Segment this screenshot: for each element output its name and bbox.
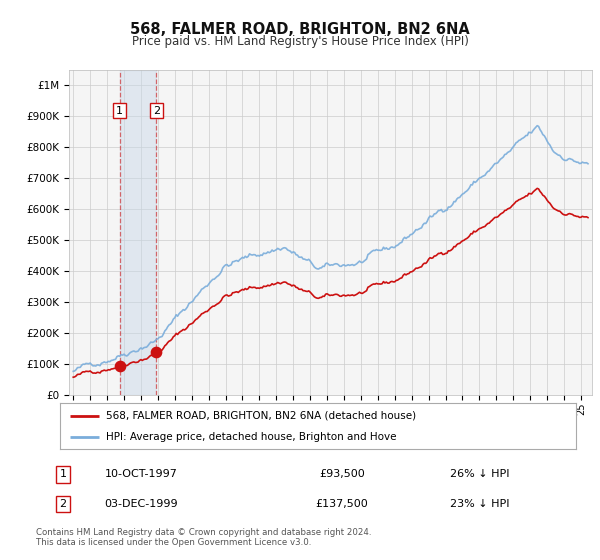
Text: 1: 1 bbox=[116, 106, 123, 115]
Text: 10-OCT-1997: 10-OCT-1997 bbox=[104, 469, 178, 479]
Text: 568, FALMER ROAD, BRIGHTON, BN2 6NA (detached house): 568, FALMER ROAD, BRIGHTON, BN2 6NA (det… bbox=[106, 410, 416, 421]
Bar bbox=[120, 70, 157, 395]
Text: 2: 2 bbox=[153, 106, 160, 115]
Text: HPI: Average price, detached house, Brighton and Hove: HPI: Average price, detached house, Brig… bbox=[106, 432, 397, 442]
Text: 26% ↓ HPI: 26% ↓ HPI bbox=[450, 469, 510, 479]
Text: 1: 1 bbox=[59, 469, 67, 479]
Point bbox=[115, 361, 125, 370]
Text: £93,500: £93,500 bbox=[319, 469, 365, 479]
Point bbox=[152, 348, 161, 357]
Text: Price paid vs. HM Land Registry's House Price Index (HPI): Price paid vs. HM Land Registry's House … bbox=[131, 35, 469, 48]
Text: 23% ↓ HPI: 23% ↓ HPI bbox=[450, 499, 510, 509]
Text: 03-DEC-1999: 03-DEC-1999 bbox=[104, 499, 178, 509]
Text: Contains HM Land Registry data © Crown copyright and database right 2024.
This d: Contains HM Land Registry data © Crown c… bbox=[36, 528, 371, 547]
Text: 2: 2 bbox=[59, 499, 67, 509]
Text: £137,500: £137,500 bbox=[316, 499, 368, 509]
Text: 568, FALMER ROAD, BRIGHTON, BN2 6NA: 568, FALMER ROAD, BRIGHTON, BN2 6NA bbox=[130, 22, 470, 38]
